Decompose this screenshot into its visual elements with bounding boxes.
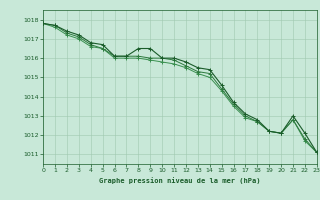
X-axis label: Graphe pression niveau de la mer (hPa): Graphe pression niveau de la mer (hPa) (99, 177, 261, 184)
